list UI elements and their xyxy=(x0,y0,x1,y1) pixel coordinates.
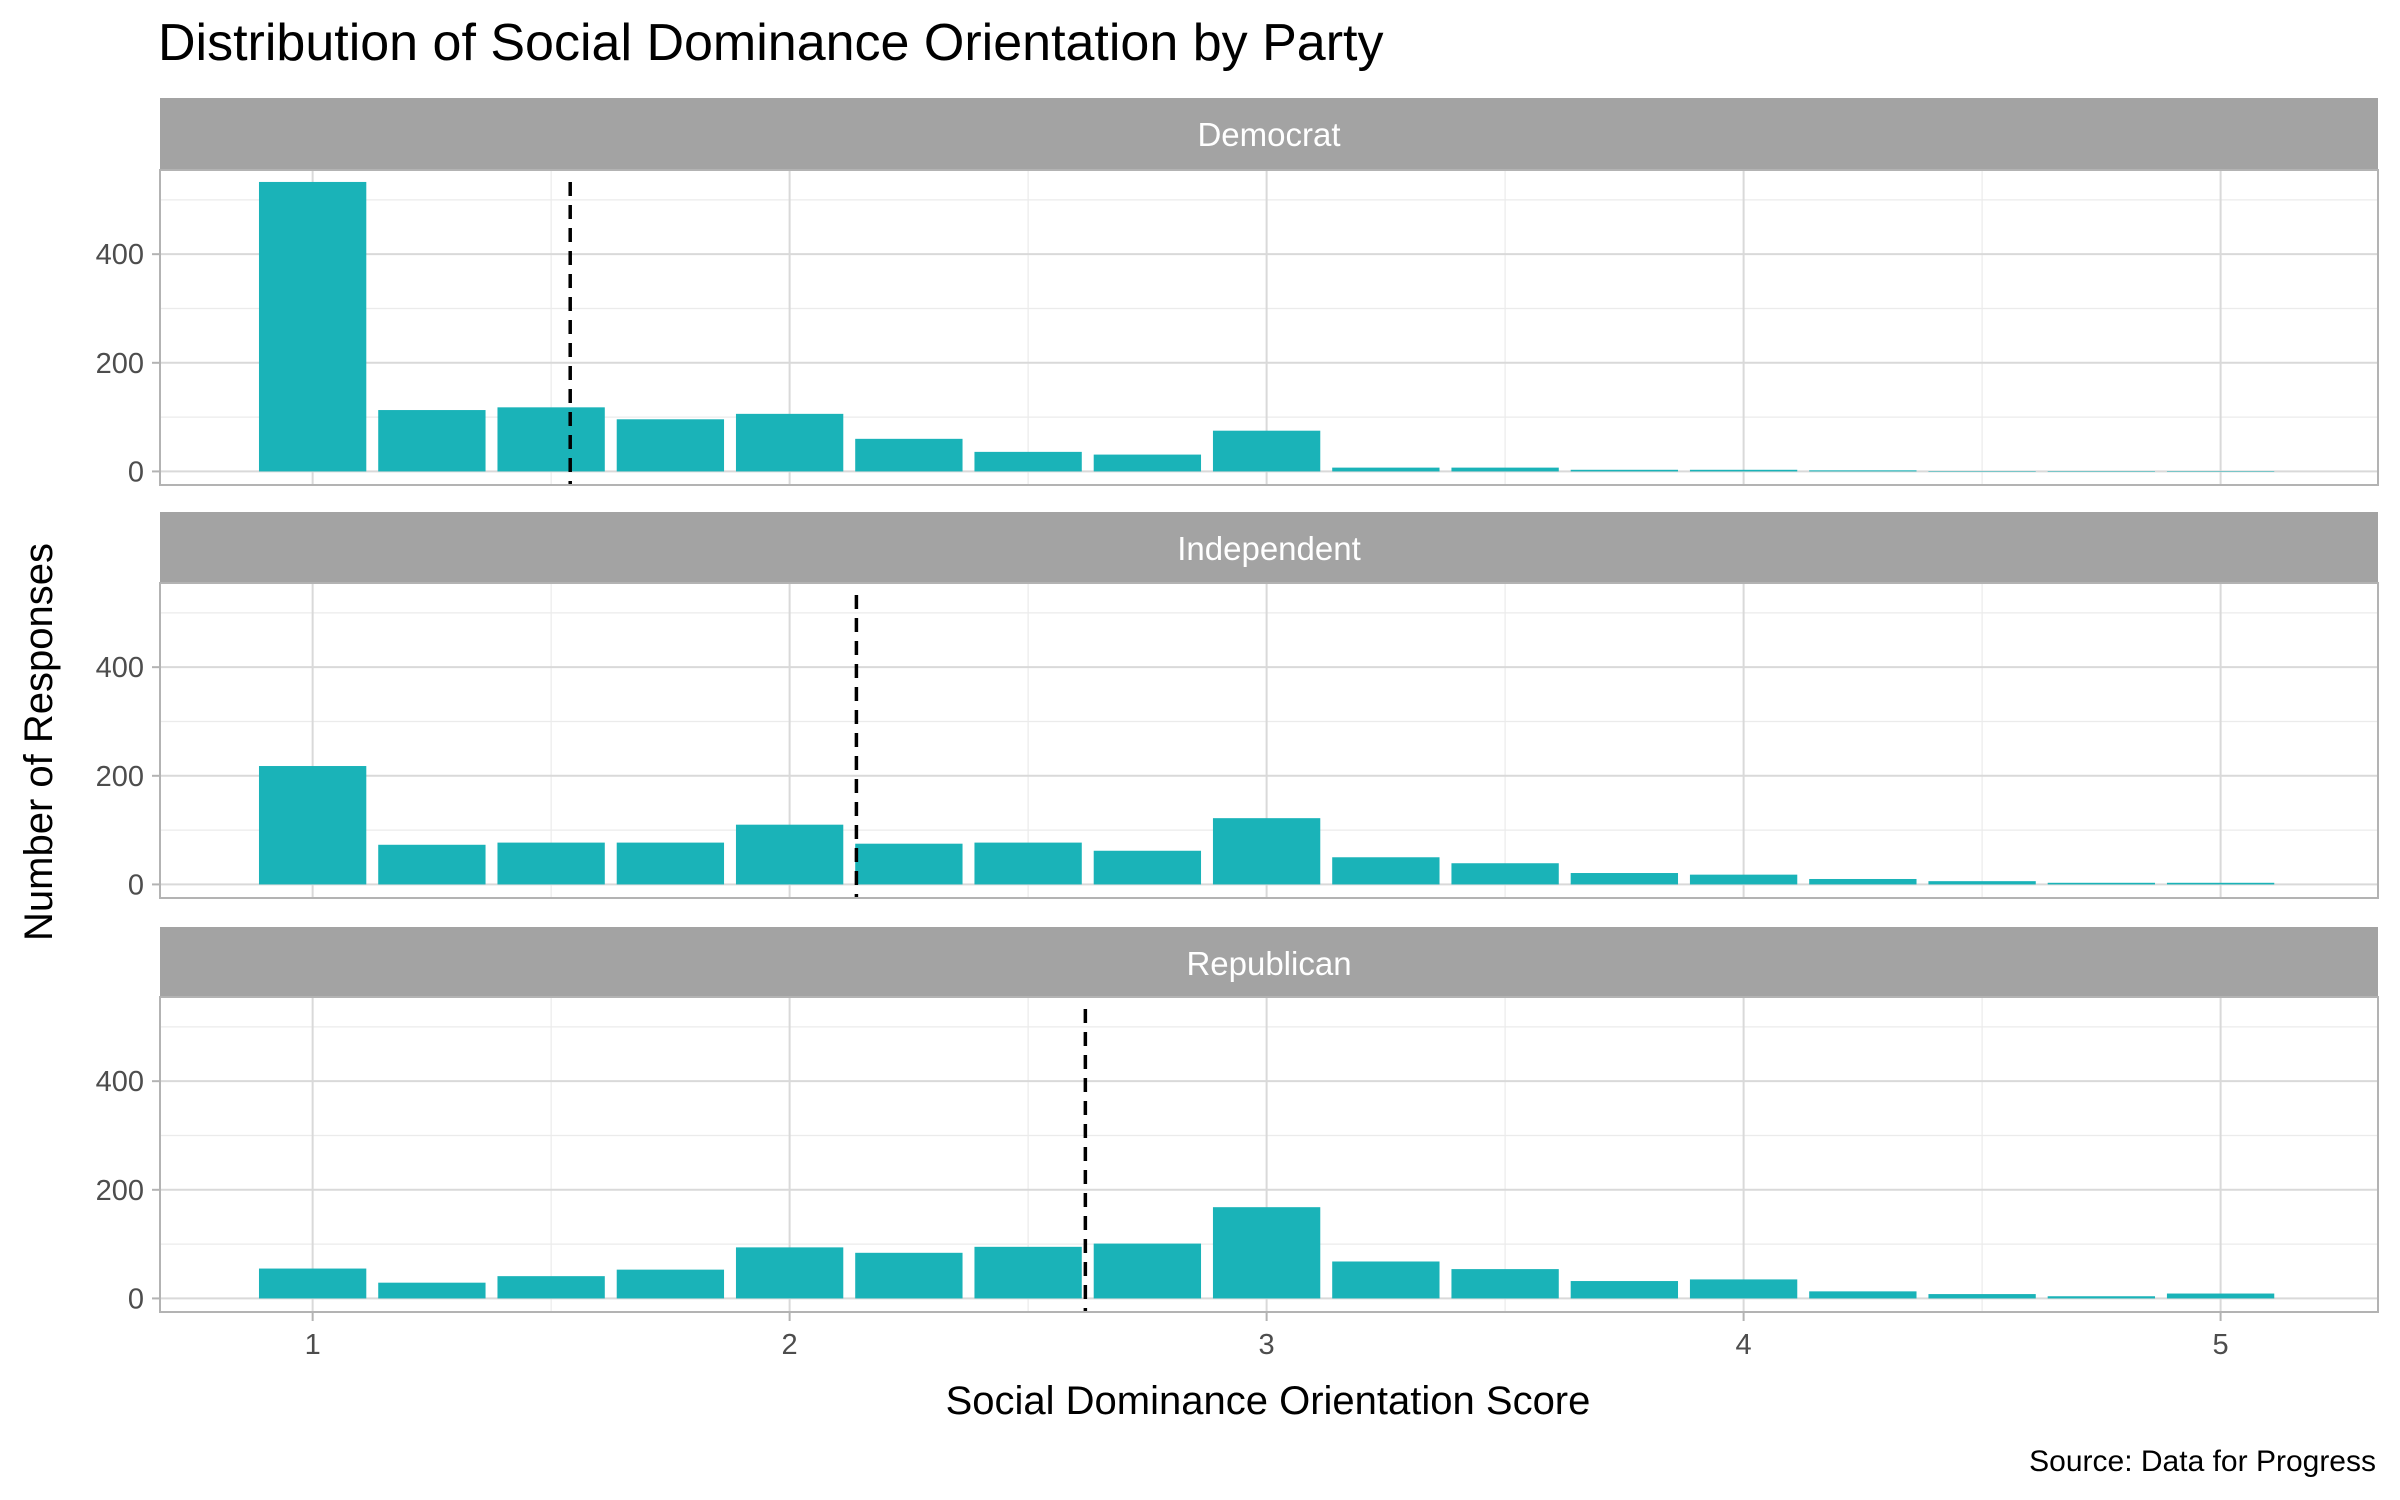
y-tick-label: 0 xyxy=(128,456,144,488)
histogram-bar xyxy=(735,1247,844,1299)
x-tick-label: 5 xyxy=(2213,1329,2229,1361)
histogram-bar xyxy=(1570,1281,1679,1299)
facet-strip xyxy=(160,98,2378,170)
histogram-bar xyxy=(2166,882,2275,885)
histogram-bars xyxy=(258,181,2275,472)
histogram-bar xyxy=(855,1252,963,1299)
x-axis: 1 2 3 4 5 xyxy=(305,1312,2229,1361)
y-tick-label: 400 xyxy=(96,239,144,271)
histogram-bar xyxy=(1689,1279,1798,1299)
histogram-bar xyxy=(1093,1243,1202,1299)
histogram-bar xyxy=(378,844,486,885)
x-tick-label: 2 xyxy=(782,1329,798,1361)
histogram-bar xyxy=(258,766,367,885)
histogram-bar xyxy=(1451,467,1559,472)
histogram-bar xyxy=(616,842,725,885)
histogram-bar xyxy=(258,1268,367,1299)
histogram-bar xyxy=(1928,1294,2036,1299)
histogram-bar xyxy=(1809,878,1917,885)
x-tick-label: 4 xyxy=(1736,1329,1752,1361)
histogram-bar xyxy=(1928,471,2036,472)
x-tick-label: 1 xyxy=(305,1329,321,1361)
facet-panels: Democrat0200400Independent0200400Republi… xyxy=(96,98,2379,1315)
histogram-bar xyxy=(1928,881,2036,885)
facet-panel-independent: Independent 0 200 400 xyxy=(96,512,2379,901)
histogram-bar xyxy=(497,842,605,885)
y-axis-title: Number of Responses xyxy=(17,543,61,941)
histogram-bar xyxy=(1451,1269,1559,1299)
histogram-bar xyxy=(974,1246,1082,1299)
facet-panel-democrat: Democrat 0 200 400 xyxy=(96,98,2379,488)
histogram-bar xyxy=(855,843,963,885)
histogram-bar xyxy=(616,419,725,472)
histogram-bar xyxy=(1093,850,1202,885)
histogram-bar xyxy=(1689,469,1798,472)
facet-strip xyxy=(160,927,2378,999)
histogram-bar xyxy=(1212,430,1321,472)
histogram-bar xyxy=(616,1269,725,1299)
histogram-bar xyxy=(974,451,1082,472)
histogram-bar xyxy=(497,1276,605,1299)
chart-title: Distribution of Social Dominance Orienta… xyxy=(158,14,1383,72)
facet-panel-republican: Republican 0 200 400 xyxy=(96,927,2379,1315)
histogram-bar xyxy=(1809,1291,1917,1299)
histogram-bar xyxy=(855,438,963,472)
y-tick-label: 0 xyxy=(128,869,144,901)
facet-strip-label: Democrat xyxy=(1197,116,1340,153)
source-caption: Source: Data for Progress xyxy=(2029,1445,2376,1478)
histogram-bar xyxy=(1570,873,1679,885)
x-axis-title: Social Dominance Orientation Score xyxy=(946,1379,1591,1423)
histogram-bar xyxy=(2047,471,2156,472)
histogram-bar xyxy=(1212,818,1321,885)
histogram-bar xyxy=(2166,471,2275,472)
histogram-bar xyxy=(1689,874,1798,885)
histogram-bar xyxy=(1332,1261,1440,1299)
panel-border xyxy=(159,582,2379,899)
histogram-bar xyxy=(735,824,844,885)
y-tick-label: 200 xyxy=(96,761,144,793)
histogram-bar xyxy=(378,410,486,472)
facet-strip-label: Republican xyxy=(1186,945,1351,982)
histogram-bar xyxy=(258,181,367,472)
histogram-bar xyxy=(1451,863,1559,885)
histogram-bar xyxy=(2166,1293,2275,1299)
y-tick-label: 0 xyxy=(128,1283,144,1315)
facet-strip xyxy=(160,512,2378,584)
histogram-bar xyxy=(2047,882,2156,885)
histogram-bar xyxy=(735,413,844,472)
panel-border xyxy=(159,996,2379,1313)
histogram-bar xyxy=(1093,454,1202,472)
histogram-bar xyxy=(2047,1296,2156,1299)
histogram-bar xyxy=(1809,470,1917,472)
y-tick-label: 400 xyxy=(96,1066,144,1098)
y-tick-label: 200 xyxy=(96,1175,144,1207)
y-tick-label: 200 xyxy=(96,348,144,380)
panel-border xyxy=(159,169,2379,486)
x-tick-label: 3 xyxy=(1259,1329,1275,1361)
histogram-bar xyxy=(497,407,605,472)
histogram-bar xyxy=(1570,469,1679,472)
facet-strip-label: Independent xyxy=(1177,530,1361,567)
histogram-bar xyxy=(1212,1207,1321,1299)
histogram-bars xyxy=(258,1207,2275,1299)
histogram-bars xyxy=(258,766,2275,885)
histogram-bar xyxy=(378,1282,486,1299)
y-tick-label: 400 xyxy=(96,652,144,684)
histogram-bar xyxy=(1332,467,1440,472)
histogram-bar xyxy=(974,842,1082,885)
histogram-bar xyxy=(1332,857,1440,885)
